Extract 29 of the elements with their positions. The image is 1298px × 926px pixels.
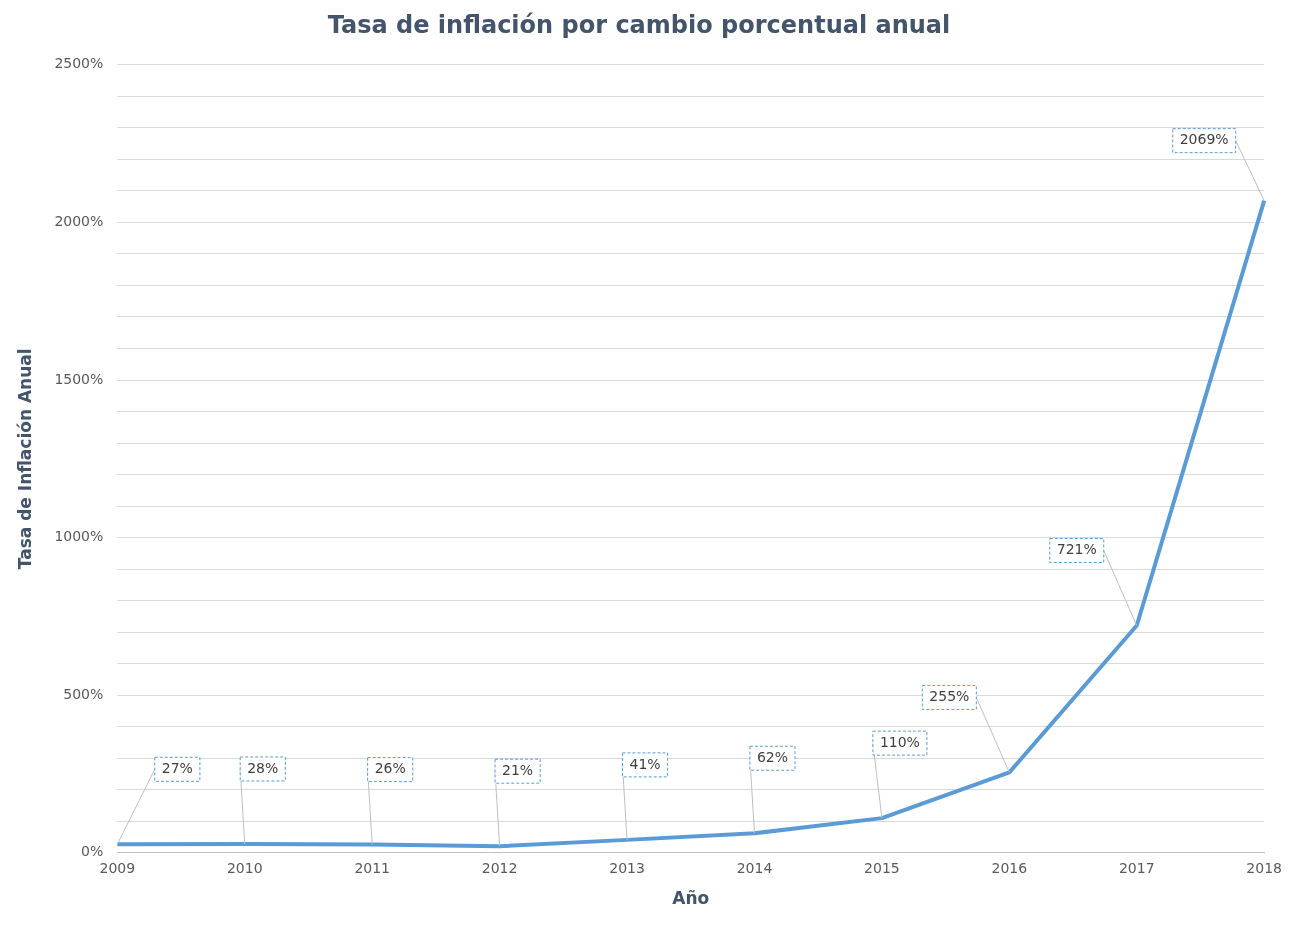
data-label: 62% <box>756 748 789 765</box>
y-tick-label: 2500% <box>54 55 104 72</box>
x-axis-title: Año <box>672 888 710 909</box>
data-label: 255% <box>929 688 970 705</box>
x-tick-label: 2014 <box>736 859 773 876</box>
x-tick-label: 2010 <box>226 859 263 876</box>
y-tick-label: 1500% <box>54 370 104 387</box>
x-tick-label: 2012 <box>481 859 518 876</box>
x-tick-label: 2009 <box>99 859 136 876</box>
data-label: 27% <box>161 759 193 776</box>
y-tick-label: 500% <box>63 685 104 702</box>
data-label: 26% <box>374 760 406 777</box>
data-label: 28% <box>247 759 279 776</box>
x-tick-label: 2013 <box>609 859 645 876</box>
data-label: 721% <box>1056 541 1097 558</box>
x-tick-label: 2011 <box>354 859 391 876</box>
x-tick-label: 2018 <box>1246 859 1283 876</box>
chart-title: Tasa de inflación por cambio porcentual anual <box>327 10 951 39</box>
data-label: 2069% <box>1179 131 1229 148</box>
data-label: 21% <box>502 761 534 778</box>
x-tick-label: 2016 <box>991 859 1028 876</box>
y-axis-title: Tasa de Inflación Anual <box>14 348 35 570</box>
y-tick-label: 0% <box>81 843 104 860</box>
x-tick-label: 2017 <box>1118 859 1155 876</box>
x-tick-label: 2015 <box>864 859 900 876</box>
y-tick-label: 1000% <box>54 528 104 545</box>
data-label: 41% <box>629 755 661 772</box>
y-tick-label: 2000% <box>54 213 104 230</box>
data-label: 110% <box>879 733 920 750</box>
